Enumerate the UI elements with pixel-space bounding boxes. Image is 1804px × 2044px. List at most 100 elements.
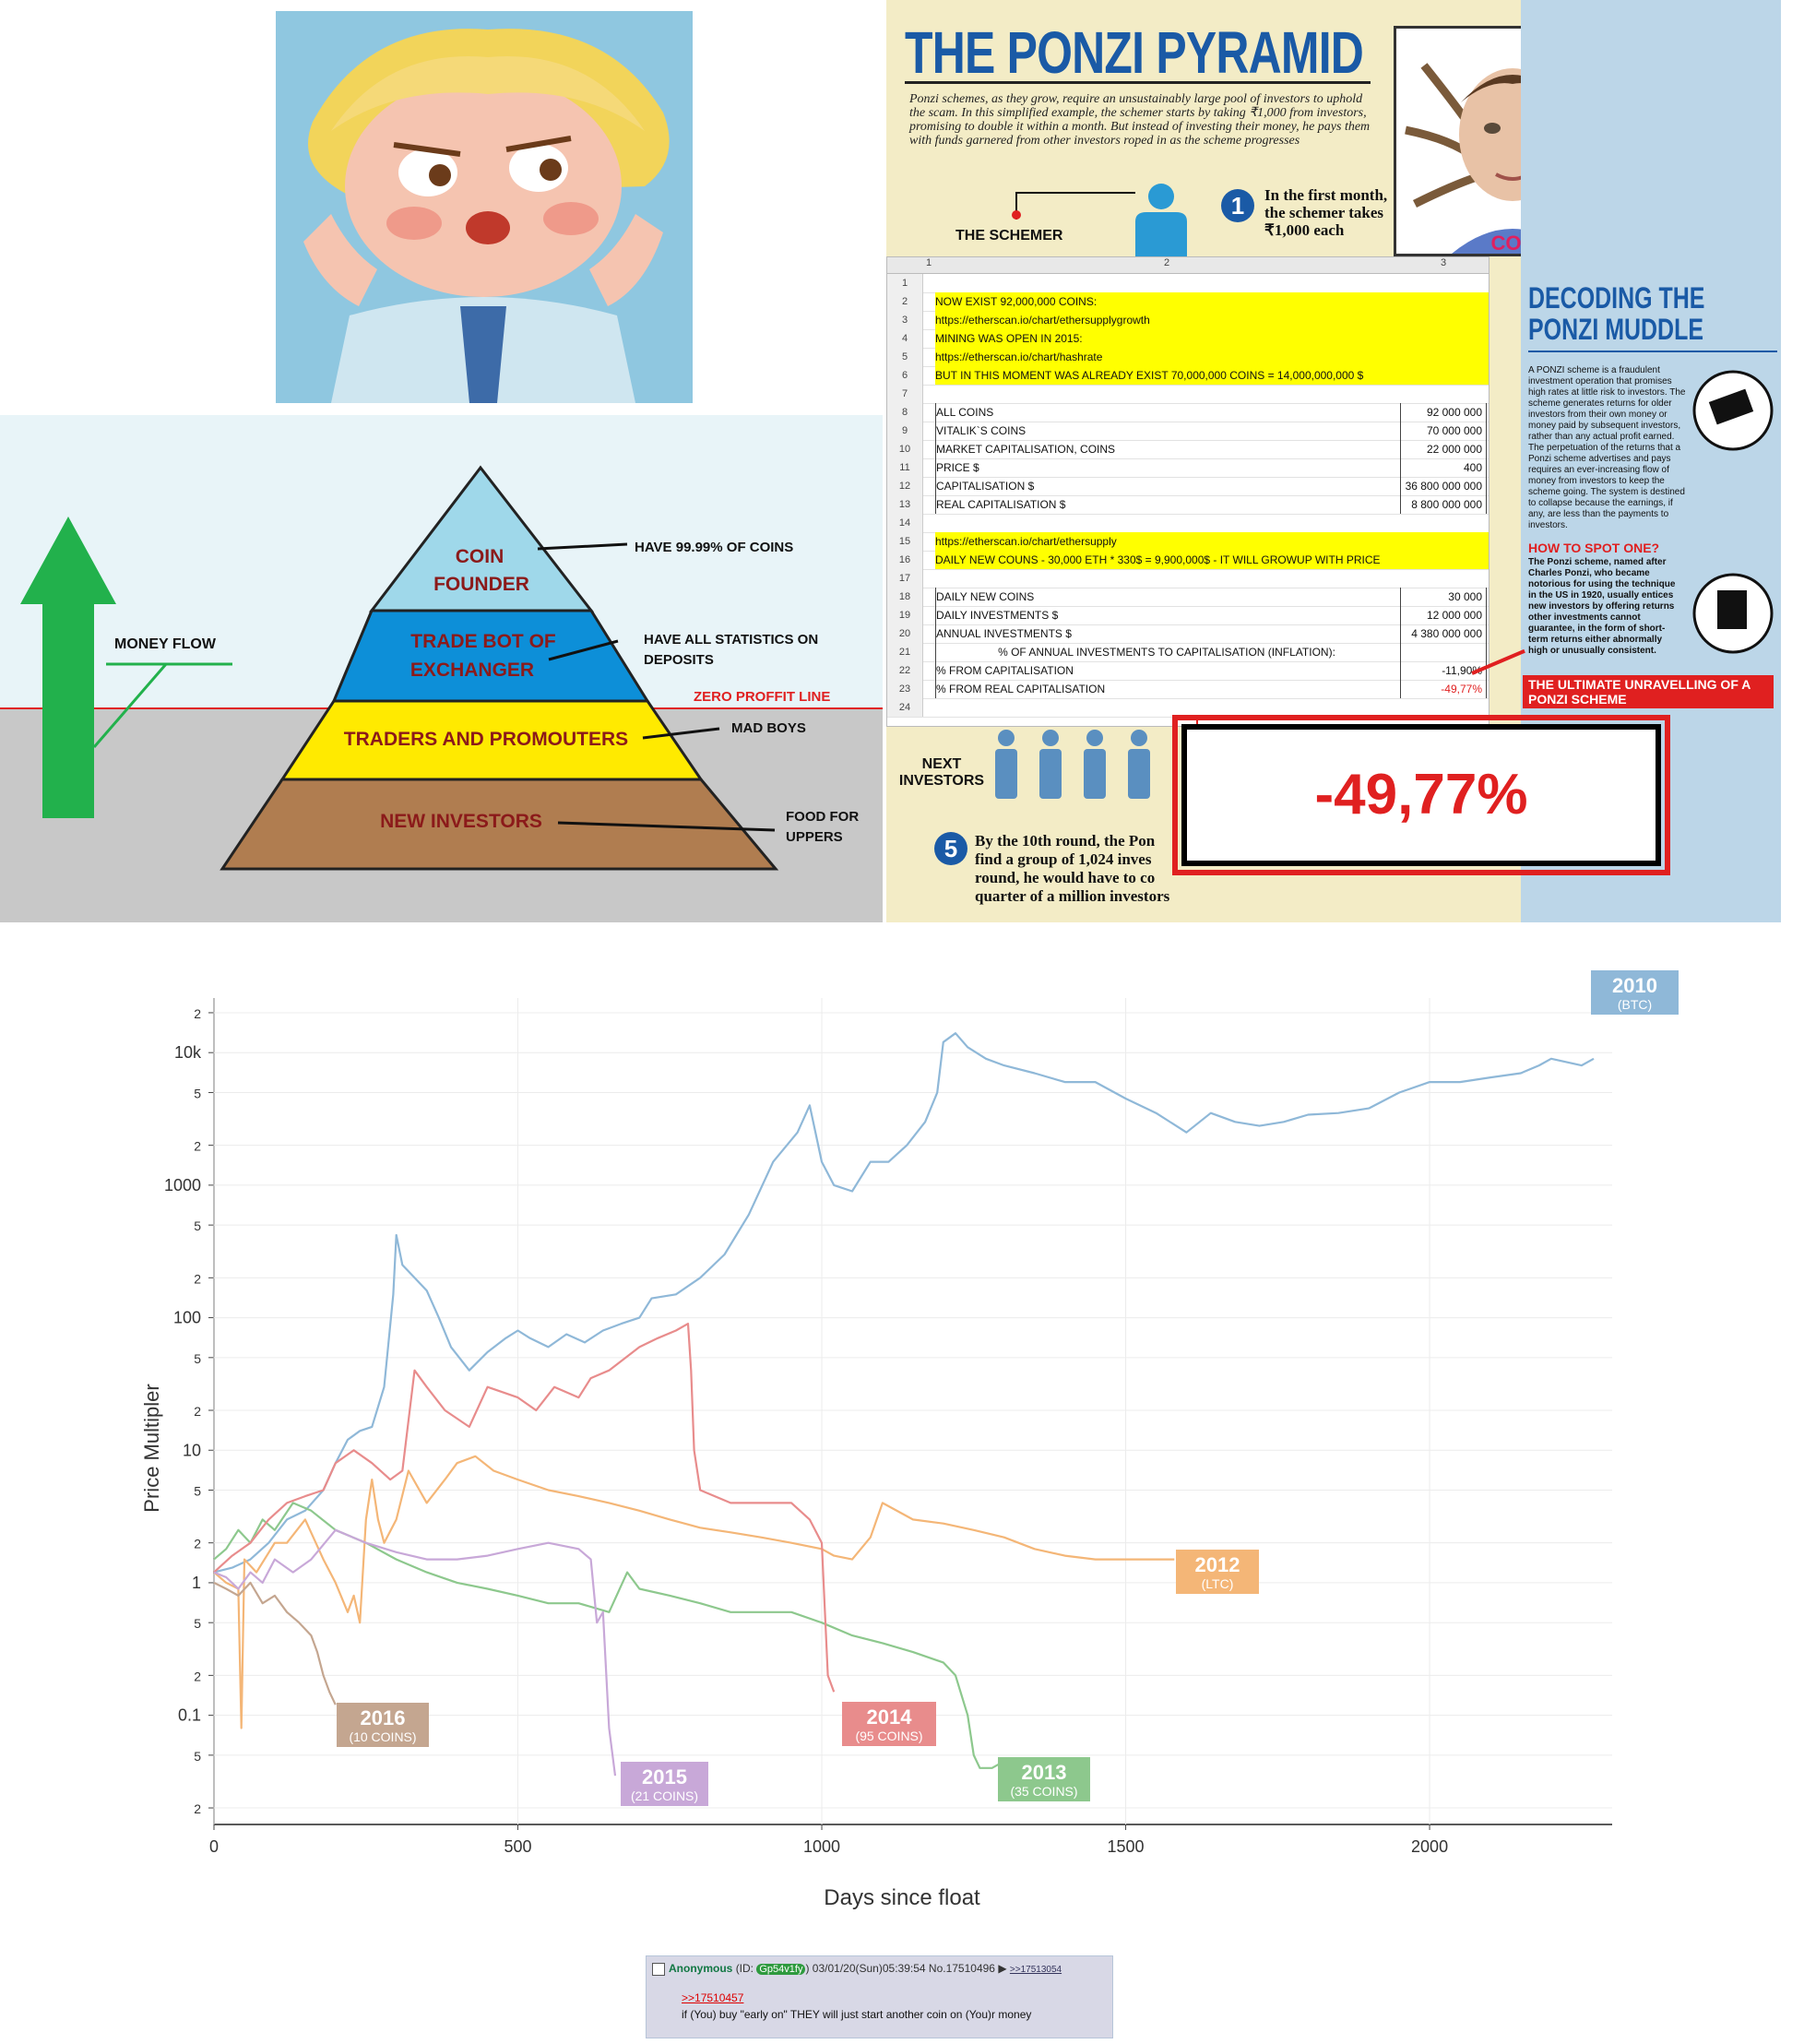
sheet-row-number: 16 <box>887 551 923 569</box>
sheet-cell-value: 36 800 000 000 <box>1400 477 1487 495</box>
series-tag-2014 <box>842 1702 936 1746</box>
sheet-cell-value: 400 <box>1400 458 1487 477</box>
y-tick-label: 5 <box>194 1616 201 1631</box>
y-tick-label: 5 <box>194 1351 201 1366</box>
sheet-cell-value <box>1400 385 1487 403</box>
note-investors-2: UPPERS <box>786 829 843 845</box>
sheet-row-number: 6 <box>887 366 923 385</box>
forum-post: Anonymous (ID: Gp54v1fy) 03/01/20(Sun)05… <box>646 1955 1113 2038</box>
big-percent-box: -49,77% <box>1172 715 1670 875</box>
sheet-cell-text: VITALIK`S COINS <box>935 422 1397 440</box>
sheet-row-number: 17 <box>887 569 923 588</box>
sheet-row-number: 3 <box>887 311 923 329</box>
series-name-2014: 2014 <box>867 1705 913 1729</box>
sheet-cell-value <box>1400 698 1487 717</box>
schemer-label: THE SCHEMER <box>955 228 1063 244</box>
sheet-row: 14 <box>887 514 1489 533</box>
sheet-cell-text <box>935 698 1396 717</box>
sheet-cell-value: 4 380 000 000 <box>1400 624 1487 643</box>
sheet-row-number: 8 <box>887 403 923 422</box>
sheet-row: 3 https://etherscan.io/chart/ethersupplyg… <box>887 311 1489 330</box>
step-5-badge: 5 <box>934 832 967 865</box>
sheet-row: 11 PRICE $400 <box>887 458 1489 478</box>
spot-body: The Ponzi scheme, named after Charles Po… <box>1528 557 1676 656</box>
y-tick-label: 5 <box>194 1484 201 1499</box>
big-percent-value: -49,77% <box>1314 763 1528 826</box>
post-id-badge[interactable]: Gp54v1fy <box>756 1964 806 1975</box>
sheet-cell-text: https://etherscan.io/chart/hashrate <box>935 348 1489 366</box>
money-flow-arrow <box>20 517 116 818</box>
post-name: Anonymous <box>669 1962 733 1975</box>
layer-label-exchanger: EXCHANGER <box>410 660 534 681</box>
series-sub-2010: (BTC) <box>1618 997 1652 1012</box>
y-tick-label: 2 <box>194 1669 201 1683</box>
layer-label-founder: FOUNDER <box>433 574 529 595</box>
sheet-row: 24 <box>887 698 1489 718</box>
y-tick-label: 2 <box>194 1271 201 1286</box>
sheet-cell-text: PRICE $ <box>935 458 1397 477</box>
step-1-badge: 1 <box>1221 189 1254 222</box>
sheet-row: 22% FROM CAPITALISATION -11,90% <box>887 661 1489 681</box>
y-tick-label: 1 <box>192 1574 201 1592</box>
series-line-2015 <box>213 1528 617 1777</box>
series-tag-2016 <box>337 1703 429 1747</box>
ponzi-infographic: THE PONZI PYRAMID Ponzi schemes, as they… <box>886 0 1781 922</box>
sheet-cell-text: MINING WAS OPEN IN 2015: <box>935 329 1489 348</box>
sidebar-body: A PONZI scheme is a fraudulent investmen… <box>1528 365 1686 530</box>
sheet-row-number: 10 <box>887 440 923 458</box>
sheet-cell-value <box>1400 551 1487 569</box>
sheet-row: 13 REAL CAPITALISATION $8 800 000 000 <box>887 495 1489 515</box>
sheet-row-number: 20 <box>887 624 923 643</box>
sheet-row-number: 19 <box>887 606 923 624</box>
y-tick-label: 5 <box>194 1218 201 1233</box>
sheet-row: 7 <box>887 385 1489 404</box>
post-arrow-icon[interactable]: ▶ <box>998 1962 1007 1975</box>
pyramid-layer-trade-bot <box>331 609 650 703</box>
sheet-row: 4 MINING WAS OPEN IN 2015: <box>887 329 1489 349</box>
sheet-cell-value: 30 000 <box>1400 588 1487 606</box>
investors-people-icons <box>995 730 1150 799</box>
sheet-cell-value: 92 000 000 <box>1400 403 1487 422</box>
sheet-row: 21 % OF ANNUAL INVESTMENTS TO CAPITALISAT… <box>887 643 1489 662</box>
layer-label-coin: COIN <box>456 546 504 567</box>
y-axis-label: Price Multipler <box>140 1384 163 1512</box>
sheet-cell-text: DAILY INVESTMENTS $ <box>935 606 1397 624</box>
y-tick-label: 2 <box>194 1404 201 1419</box>
series-tag-2015 <box>621 1762 708 1806</box>
sheet-cell-text <box>935 569 1396 588</box>
certificate-icon <box>1692 573 1774 654</box>
sheet-cell-text: % OF ANNUAL INVESTMENTS TO CAPITALISATIO… <box>935 643 1397 661</box>
sheet-row-number: 12 <box>887 477 923 495</box>
sheet-row-number: 1 <box>887 274 923 292</box>
sheet-cell-text: DAILY NEW COUNS - 30,000 ETH * 330$ = 9,… <box>935 551 1489 569</box>
series-line-2014 <box>213 1323 836 1693</box>
sheet-cell-text: ANNUAL INVESTMENTS $ <box>935 624 1397 643</box>
x-tick-label: 1500 <box>1108 1837 1145 1856</box>
post-reply-link[interactable]: >>17513054 <box>1009 1965 1062 1975</box>
sheet-cell-value <box>1400 311 1487 329</box>
layer-label-trade-bot: TRADE BOT OF <box>410 631 556 652</box>
sheet-cell-value: 12 000 000 <box>1400 606 1487 624</box>
post-quote-link[interactable]: >>17510457 <box>682 1991 744 2004</box>
sheet-row: 20 ANNUAL INVESTMENTS $4 380 000 000 <box>887 624 1489 644</box>
sheet-row: 2 NOW EXIST 92,000,000 COINS: <box>887 292 1489 312</box>
series-line-2016 <box>213 1581 337 1705</box>
series-tag-2012 <box>1176 1550 1259 1594</box>
series-tag-2010 <box>1591 970 1679 1015</box>
post-checkbox[interactable] <box>652 1963 665 1976</box>
sheet-cell-value: -49,77% <box>1400 680 1487 698</box>
infographic-intro: Ponzi schemes, as they grow, require an … <box>909 92 1371 148</box>
x-tick-label: 2000 <box>1411 1837 1448 1856</box>
y-tick-label: 2 <box>194 1801 201 1816</box>
sheet-cell-text: ALL COINS <box>935 403 1397 422</box>
sheet-row: 8 ALL COINS 92 000 000 <box>887 403 1489 422</box>
y-tick-label: 2 <box>194 1537 201 1551</box>
series-name-2010: 2010 <box>1612 974 1657 997</box>
sheet-row-number: 7 <box>887 385 923 403</box>
layer-label-traders: TRADERS AND PROMOUTERS <box>344 729 628 750</box>
x-tick-label: 500 <box>504 1837 531 1856</box>
note-investors-1: FOOD FOR <box>786 809 859 825</box>
sheet-cell-text: https://etherscan.io/chart/ethersupply <box>935 532 1489 551</box>
sheet-cell-text: https://etherscan.io/chart/ethersupplygr… <box>935 311 1489 329</box>
series-line-2012 <box>213 1455 1175 1729</box>
